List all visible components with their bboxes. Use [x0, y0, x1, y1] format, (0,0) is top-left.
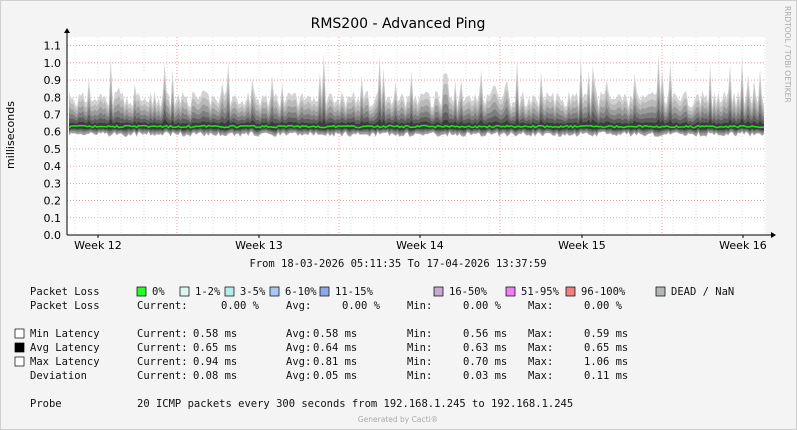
stat-avg-label: Avg: — [286, 342, 311, 354]
stat-current-value: 0.65 ms — [193, 342, 237, 354]
stat-current-label: Current: — [137, 342, 188, 354]
stat-min-value: 0.56 ms — [463, 328, 507, 340]
stat-max-label: Max: — [528, 300, 553, 312]
stat-max-value: 1.06 ms — [584, 356, 628, 368]
stat-min-value: 0.70 ms — [463, 356, 507, 368]
y-tick-label: 0.1 — [44, 212, 62, 225]
x-tick-label: Week 16 — [719, 239, 767, 252]
stat-min-value: 0.00 % — [463, 300, 502, 312]
avg-latency-line — [68, 124, 765, 129]
date-range: From 18-03-2026 05:11:35 To 17-04-2026 1… — [249, 258, 546, 270]
stat-max-value: 0.00 % — [584, 300, 623, 312]
stat-max-value: 0.59 ms — [584, 328, 628, 340]
loss-swatch — [505, 286, 516, 297]
x-tick-label: Week 15 — [558, 239, 606, 252]
loss-label: 16-50% — [449, 286, 488, 298]
loss-label: DEAD / NaN — [671, 286, 734, 298]
series-swatch — [14, 356, 25, 367]
loss-swatch — [136, 286, 147, 297]
stat-current-value: 0.58 ms — [193, 328, 237, 340]
stat-min-value: 0.63 ms — [463, 342, 507, 354]
stat-current-label: Current: — [137, 328, 188, 340]
stat-min-label: Min: — [407, 342, 432, 354]
packet-loss-stats-label: Packet Loss — [30, 300, 100, 312]
loss-label: 51-95% — [521, 286, 560, 298]
series-swatch — [14, 328, 25, 339]
stat-max-label: Max: — [528, 370, 553, 382]
chart-title: RMS200 - Advanced Ping — [311, 16, 486, 32]
stat-min-label: Min: — [407, 370, 432, 382]
loss-label: 1-2% — [195, 286, 221, 298]
series-label: Deviation — [30, 370, 87, 382]
stat-current-label: Current: — [137, 356, 188, 368]
x-tick-label: Week 14 — [396, 239, 444, 252]
stat-max-value: 0.11 ms — [584, 370, 628, 382]
y-axis-arrow — [64, 28, 70, 33]
stat-avg-label: Avg: — [286, 356, 311, 368]
latency-smoke-band — [69, 117, 764, 131]
y-axis-label: milliseconds — [4, 101, 17, 169]
y-tick-label: 0.2 — [44, 195, 62, 208]
stat-avg-label: Avg: — [286, 300, 311, 312]
loss-swatch — [179, 286, 190, 297]
loss-label: 11-15% — [335, 286, 374, 298]
x-tick-label: Week 13 — [235, 239, 283, 252]
y-tick-label: 0.0 — [44, 229, 62, 242]
probe-text: 20 ICMP packets every 300 seconds from 1… — [137, 398, 573, 410]
y-tick-label: 0.4 — [44, 160, 62, 173]
loss-swatch — [319, 286, 330, 297]
stat-min-value: 0.03 ms — [463, 370, 507, 382]
loss-swatch — [269, 286, 280, 297]
y-tick-label: 0.3 — [44, 177, 62, 190]
packet-loss-label: Packet Loss — [30, 286, 100, 298]
stat-current-value: 0.94 ms — [193, 356, 237, 368]
loss-label: 0% — [152, 286, 165, 298]
stat-avg-value: 0.58 ms — [313, 328, 357, 340]
loss-label: 3-5% — [240, 286, 266, 298]
series-label: Max Latency — [30, 356, 100, 368]
stat-avg-value: 0.64 ms — [313, 342, 357, 354]
stat-current-value: 0.08 ms — [193, 370, 237, 382]
x-axis-arrow — [771, 232, 776, 238]
y-tick-label: 0.8 — [44, 91, 62, 104]
loss-label: 96-100% — [581, 286, 626, 298]
stat-min-label: Min: — [407, 328, 432, 340]
x-tick-label: Week 12 — [74, 239, 122, 252]
y-tick-label: 1.1 — [44, 40, 62, 53]
y-tick-label: 0.7 — [44, 108, 62, 121]
series-swatch — [14, 342, 25, 353]
loss-swatch — [433, 286, 444, 297]
stat-current-label: Current: — [137, 300, 188, 312]
stat-max-label: Max: — [528, 356, 553, 368]
stat-avg-label: Avg: — [286, 370, 311, 382]
y-tick-label: 0.6 — [44, 126, 62, 139]
stat-avg-value: 0.81 ms — [313, 356, 357, 368]
loss-swatch — [655, 286, 666, 297]
series-label: Avg Latency — [30, 342, 100, 354]
y-tick-label: 1.0 — [44, 57, 62, 70]
stat-min-label: Min: — [407, 300, 432, 312]
probe-label: Probe — [30, 398, 62, 410]
legend: Packet Loss 0% 1-2% 3-5% 6-10% 11-15% 16-50% 51… — [14, 286, 734, 410]
stat-max-value: 0.65 ms — [584, 342, 628, 354]
stat-max-label: Max: — [528, 328, 553, 340]
stat-avg-label: Avg: — [286, 328, 311, 340]
stat-min-label: Min: — [407, 356, 432, 368]
cacti-credit: Generated by Cacti® — [358, 415, 438, 424]
stat-avg-value: 0.00 % — [342, 300, 381, 312]
loss-swatch — [565, 286, 576, 297]
stat-current-value: 0.00 % — [221, 300, 260, 312]
y-tick-label: 0.5 — [44, 143, 62, 156]
plot-background — [67, 37, 766, 235]
y-tick-label: 0.9 — [44, 74, 62, 87]
stat-max-label: Max: — [528, 342, 553, 354]
rrdtool-watermark: RRDTOOL / TOBI OETIKER — [783, 6, 792, 103]
plot-area: 0.0 0.1 0.2 0.3 0.4 0.5 0.6 0.7 0.8 0.9 1.0 1.1 Week… — [44, 28, 776, 252]
loss-swatch — [224, 286, 235, 297]
series-label: Min Latency — [30, 328, 100, 340]
stat-current-label: Current: — [137, 370, 188, 382]
stat-avg-value: 0.05 ms — [313, 370, 357, 382]
loss-label: 6-10% — [285, 286, 317, 298]
